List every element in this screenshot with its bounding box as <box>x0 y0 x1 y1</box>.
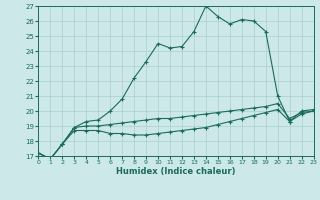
X-axis label: Humidex (Indice chaleur): Humidex (Indice chaleur) <box>116 167 236 176</box>
